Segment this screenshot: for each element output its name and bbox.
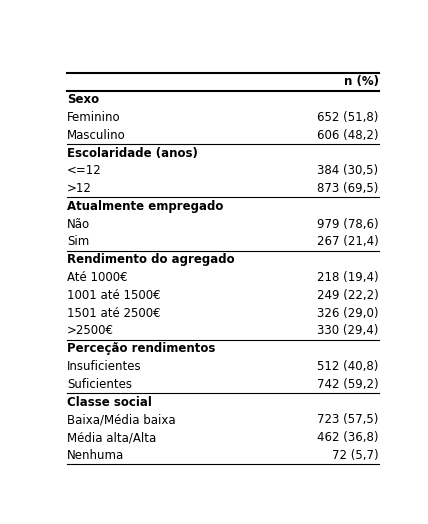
Text: Perceção rendimentos: Perceção rendimentos	[67, 342, 215, 355]
Text: 326 (29,0): 326 (29,0)	[317, 307, 378, 320]
Text: Feminino: Feminino	[67, 111, 120, 124]
Text: Não: Não	[67, 217, 90, 231]
Text: Escolaridade (anos): Escolaridade (anos)	[67, 147, 198, 159]
Text: 873 (69,5): 873 (69,5)	[317, 182, 378, 195]
Text: 72 (5,7): 72 (5,7)	[332, 449, 378, 462]
Text: Sexo: Sexo	[67, 93, 99, 106]
Text: 979 (78,6): 979 (78,6)	[317, 217, 378, 231]
Text: Média alta/Alta: Média alta/Alta	[67, 431, 156, 444]
Text: 384 (30,5): 384 (30,5)	[318, 165, 378, 177]
Text: 218 (19,4): 218 (19,4)	[317, 271, 378, 284]
Text: Rendimento do agregado: Rendimento do agregado	[67, 253, 235, 266]
Text: Sim: Sim	[67, 235, 89, 248]
Text: 1001 até 1500€: 1001 até 1500€	[67, 289, 160, 302]
Text: Atualmente empregado: Atualmente empregado	[67, 200, 223, 213]
Text: 1501 até 2500€: 1501 até 2500€	[67, 307, 160, 320]
Text: Baixa/Média baixa: Baixa/Média baixa	[67, 413, 175, 427]
Text: 512 (40,8): 512 (40,8)	[317, 360, 378, 373]
Text: Suficientes: Suficientes	[67, 378, 132, 391]
Text: 462 (36,8): 462 (36,8)	[317, 431, 378, 444]
Text: >2500€: >2500€	[67, 324, 114, 337]
Text: 652 (51,8): 652 (51,8)	[317, 111, 378, 124]
Text: <=12: <=12	[67, 165, 101, 177]
Text: Insuficientes: Insuficientes	[67, 360, 141, 373]
Text: Até 1000€: Até 1000€	[67, 271, 128, 284]
Text: 249 (22,2): 249 (22,2)	[317, 289, 378, 302]
Text: n (%): n (%)	[344, 75, 378, 89]
Text: Classe social: Classe social	[67, 396, 152, 409]
Text: 606 (48,2): 606 (48,2)	[317, 129, 378, 141]
Text: Masculino: Masculino	[67, 129, 125, 141]
Text: 723 (57,5): 723 (57,5)	[317, 413, 378, 427]
Text: 330 (29,4): 330 (29,4)	[317, 324, 378, 337]
Text: Nenhuma: Nenhuma	[67, 449, 124, 462]
Text: 742 (59,2): 742 (59,2)	[317, 378, 378, 391]
Text: >12: >12	[67, 182, 92, 195]
Text: 267 (21,4): 267 (21,4)	[317, 235, 378, 248]
